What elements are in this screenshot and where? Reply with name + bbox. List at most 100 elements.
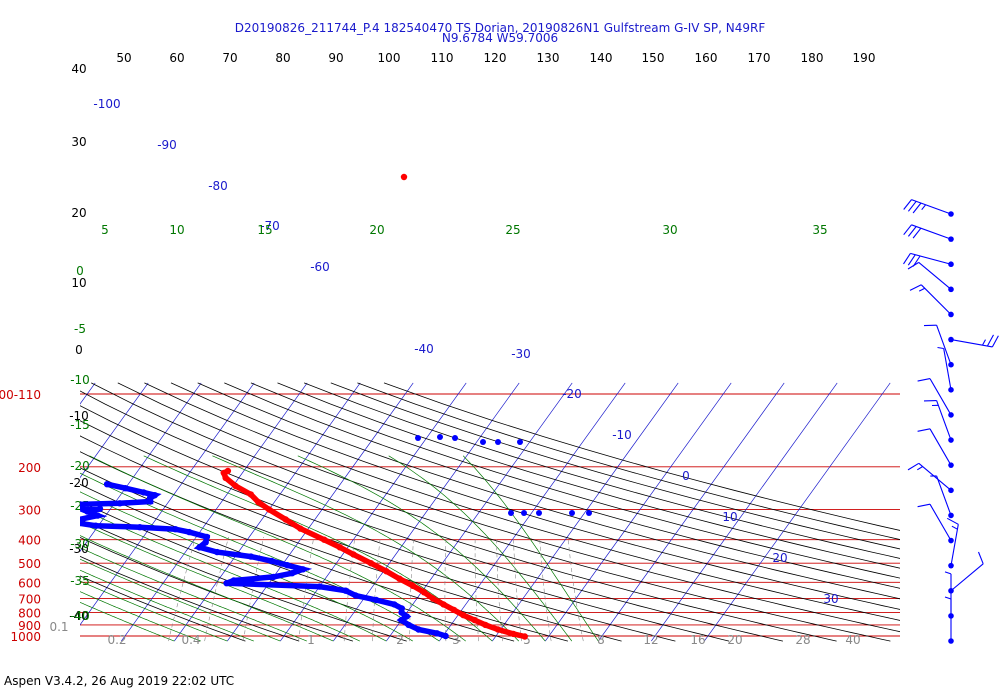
- wind-barb: [930, 475, 954, 519]
- dewpoint-point: [140, 489, 147, 496]
- dewpoint-point: [80, 501, 83, 508]
- dewpoint-point: [96, 505, 104, 512]
- dewpoint-point: [214, 548, 221, 556]
- wind-barb-flag: [903, 199, 912, 210]
- mixing-ratio-line: [496, 536, 503, 642]
- temperature-point: [420, 589, 428, 596]
- isotherm-label: 20: [772, 551, 787, 565]
- mixing-ratio-label: 16: [690, 633, 705, 647]
- moist-adiabat-label: 5: [101, 223, 109, 237]
- dewpoint-point: [202, 539, 209, 546]
- top-axis-label: 50: [116, 51, 131, 65]
- wind-barb: [923, 400, 954, 443]
- chart-subtitle: N9.6784 W59.7006: [441, 31, 559, 45]
- wind-barb-half-flag: [918, 287, 926, 292]
- wind-barb-staff: [936, 325, 952, 365]
- temperature-point: [220, 469, 227, 477]
- wind-barb-half-flag: [937, 346, 944, 350]
- mixing-ratio-line: [343, 536, 356, 642]
- temperature-point: [521, 633, 528, 640]
- moist-adiabat-line: [212, 455, 520, 642]
- temperature-point: [222, 474, 229, 481]
- dewpoint-point: [151, 492, 158, 499]
- wind-barb-half-flag: [944, 596, 952, 600]
- moist-adiabat-label: -10: [70, 373, 90, 387]
- moist-adiabat-label: 10: [169, 223, 184, 237]
- dewpoint-point: [94, 512, 101, 519]
- wind-barb-half-flag: [921, 204, 927, 211]
- temperature-point: [429, 595, 437, 602]
- temperature-point: [396, 575, 403, 582]
- dewpoint-point: [586, 510, 592, 516]
- isotherm-line: [80, 382, 255, 626]
- moist-adiabat-line: [388, 455, 573, 642]
- moist-adiabat-line: [80, 547, 307, 642]
- wind-barb: [923, 324, 954, 368]
- pressure-tick-label: 800: [18, 607, 41, 621]
- isotherm-line: [492, 382, 679, 642]
- temperature-point: [350, 551, 357, 558]
- dewpoint-point: [223, 580, 230, 587]
- temperature-point: [265, 506, 273, 513]
- isotherm-label: -60: [310, 260, 330, 274]
- dewpoint-point: [536, 510, 542, 516]
- wind-barb-flag: [907, 462, 920, 471]
- top-axis-label: 190: [853, 51, 876, 65]
- sounding-profiles: [80, 173, 592, 640]
- wind-barb: [948, 551, 984, 594]
- wind-barb: [917, 378, 954, 418]
- wind-barb-flag: [903, 224, 912, 236]
- mixing-ratio-label: 28: [795, 633, 810, 647]
- left-axis-label: -40: [69, 609, 89, 623]
- wind-barb-flag: [907, 254, 916, 266]
- temperature-point: [383, 568, 390, 575]
- wind-barb: [944, 571, 954, 619]
- wind-barb-flag: [903, 253, 911, 265]
- moist-adiabat-line: [80, 591, 201, 642]
- wind-barb: [907, 261, 954, 293]
- dewpoint-point: [172, 526, 179, 533]
- mixing-ratio-line: [513, 536, 522, 642]
- dewpoint-point: [288, 570, 296, 577]
- moist-adiabat-label: 15: [257, 223, 272, 237]
- dewpoint-point: [268, 557, 275, 565]
- dewpoint-point: [116, 500, 124, 507]
- isotherm-label: -80: [208, 179, 228, 193]
- moist-adiabat-line: [80, 569, 254, 642]
- wind-barb-dot: [948, 387, 954, 393]
- dewpoint-point: [203, 533, 211, 541]
- dewpoint-point: [517, 439, 523, 445]
- temperature-point: [494, 626, 502, 633]
- left-axis-label: -30: [69, 542, 89, 556]
- isotherm-label: -90: [157, 138, 177, 152]
- moist-adiabat-label: -35: [70, 574, 90, 588]
- isotherm-label: 10: [722, 510, 737, 524]
- wind-barb-staff: [918, 261, 952, 290]
- wind-barb-flag: [946, 517, 959, 525]
- top-axis-label: 180: [801, 51, 824, 65]
- dry-adiabat-line: [170, 382, 900, 610]
- moist-adiabat-line: [80, 601, 175, 642]
- mixing-ratio-label: 0.2: [107, 633, 126, 647]
- wind-barb: [917, 428, 954, 468]
- isotherm-line: [80, 382, 202, 552]
- temperature-point: [255, 499, 262, 506]
- chart-title: D20190826_211744_P.4 182540470 TS Dorian…: [234, 21, 766, 35]
- dewpoint-point: [398, 616, 405, 624]
- top-axis-label: 160: [695, 51, 718, 65]
- mixing-ratio-line: [242, 536, 264, 642]
- temperature-point: [247, 491, 254, 498]
- dewpoint-point: [80, 520, 83, 527]
- isotherm-label: -20: [562, 387, 582, 401]
- wind-barb-staff: [911, 224, 952, 240]
- mixing-ratio-label: 0.1: [49, 620, 68, 634]
- left-axis-label: -10: [69, 409, 89, 423]
- wind-barb: [903, 252, 954, 268]
- dewpoint-point: [84, 508, 91, 515]
- top-axis-label: 130: [537, 51, 560, 65]
- dewpoint-point: [136, 524, 143, 531]
- left-axis-label: 30: [71, 135, 86, 149]
- moist-adiabat-line: [80, 507, 387, 642]
- wind-barb-staff: [943, 348, 952, 390]
- dry-adiabat-line: [117, 382, 900, 633]
